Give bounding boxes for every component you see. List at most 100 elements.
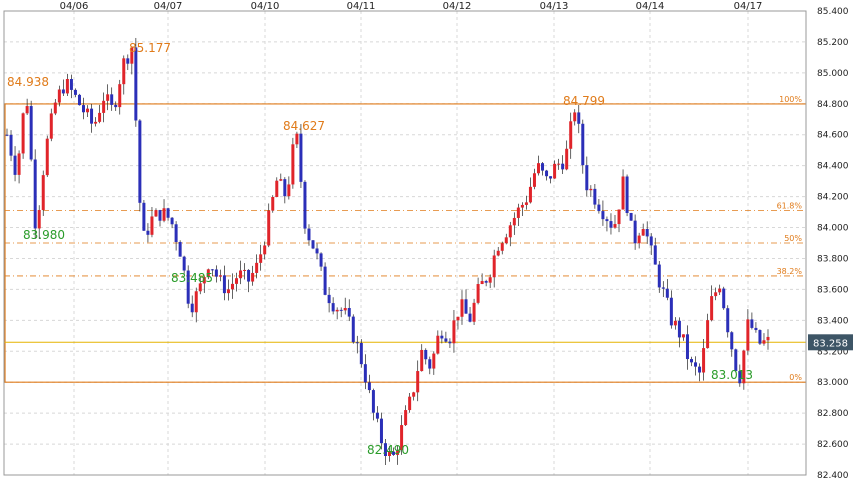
candle-body [299, 133, 303, 182]
candle-body [335, 309, 339, 312]
candle-body [251, 272, 255, 282]
y-tick-label: 84.000 [817, 224, 849, 234]
candle-body [41, 175, 45, 211]
candle-body [106, 94, 110, 101]
candle-body [400, 425, 404, 451]
candle-body [557, 163, 561, 165]
candle-body [90, 108, 94, 124]
candle-body [134, 47, 138, 121]
candle-body [61, 89, 65, 94]
candle-body [653, 245, 657, 265]
candle-body [706, 320, 710, 349]
candle-body [17, 153, 21, 175]
candle-body [5, 134, 9, 136]
y-tick-label: 83.600 [817, 285, 849, 295]
candle-body [657, 264, 661, 288]
candle-body [73, 89, 77, 95]
candle-body [150, 216, 154, 235]
candle-body [553, 163, 557, 179]
current-price-label: 83.258 [813, 338, 848, 349]
candle-body [641, 228, 645, 236]
candle-body [508, 225, 512, 238]
candle-body [750, 319, 754, 328]
candle-body [247, 269, 251, 282]
candle-body [287, 184, 291, 197]
y-tick-label: 84.400 [817, 162, 849, 172]
candle-body [239, 270, 243, 279]
candle-body [468, 313, 472, 322]
candle-body [496, 250, 500, 256]
candle-body [714, 292, 718, 297]
candle-body [343, 307, 347, 311]
candle-body [681, 334, 685, 338]
candle-body [174, 224, 178, 242]
candle-body [512, 217, 516, 226]
candle-body [218, 275, 222, 277]
low-annotation: 83.485 [171, 271, 213, 285]
candle-body [677, 320, 681, 338]
candle-body [138, 120, 142, 203]
candle-body [13, 155, 17, 175]
candle-body [21, 113, 25, 154]
candle-body [114, 104, 118, 108]
candle-body [158, 210, 162, 221]
candle-body [271, 196, 275, 211]
candle-body [98, 112, 102, 122]
candle-body [222, 275, 226, 294]
high-annotation: 84.938 [7, 75, 49, 89]
low-annotation: 83.980 [23, 228, 65, 242]
candle-body [69, 78, 73, 90]
candle-body [718, 288, 722, 293]
candle-body [766, 336, 770, 341]
candle-body [202, 277, 206, 284]
candle-body [758, 330, 762, 344]
candle-body [25, 106, 29, 114]
candle-body [440, 335, 444, 339]
y-tick-label: 82.400 [817, 471, 849, 480]
candle-body [504, 237, 508, 244]
x-date-label: 04/12 [443, 1, 472, 12]
candle-body [303, 181, 307, 229]
x-date-label: 04/10 [251, 1, 280, 12]
candle-body [524, 202, 528, 205]
candle-body [738, 370, 742, 384]
candle-body [593, 188, 597, 205]
candle-body [86, 108, 90, 113]
candle-body [118, 84, 122, 108]
candle-body [45, 138, 49, 176]
candle-body [722, 288, 726, 309]
candle-body [375, 412, 379, 419]
x-date-label: 04/17 [734, 1, 763, 12]
candle-body [214, 269, 218, 277]
candle-body [561, 163, 565, 170]
candle-body [573, 112, 577, 122]
candle-body [448, 341, 452, 344]
y-tick-label: 85.400 [817, 7, 849, 17]
candle-body [726, 308, 730, 333]
candle-body [379, 418, 383, 444]
x-date-label: 04/14 [636, 1, 665, 12]
candle-body [77, 94, 81, 106]
y-tick-label: 83.400 [817, 316, 849, 326]
candle-body [605, 219, 609, 222]
candle-body [408, 396, 412, 411]
fib-level-label: 50% [784, 234, 802, 243]
candle-body [528, 186, 532, 203]
candle-body [460, 299, 464, 317]
candle-body [226, 289, 230, 294]
candle-body [549, 176, 553, 179]
candle-body [625, 176, 629, 213]
candle-body [396, 450, 400, 455]
candle-body [629, 212, 633, 221]
candle-body [536, 163, 540, 174]
candle-body [484, 281, 488, 283]
candle-body [633, 220, 637, 244]
candle-body [673, 320, 677, 326]
high-annotation: 85.177 [129, 41, 171, 55]
candle-body [452, 320, 456, 344]
candle-body [730, 332, 734, 350]
candle-body [500, 243, 504, 251]
high-annotation: 84.799 [563, 94, 605, 108]
